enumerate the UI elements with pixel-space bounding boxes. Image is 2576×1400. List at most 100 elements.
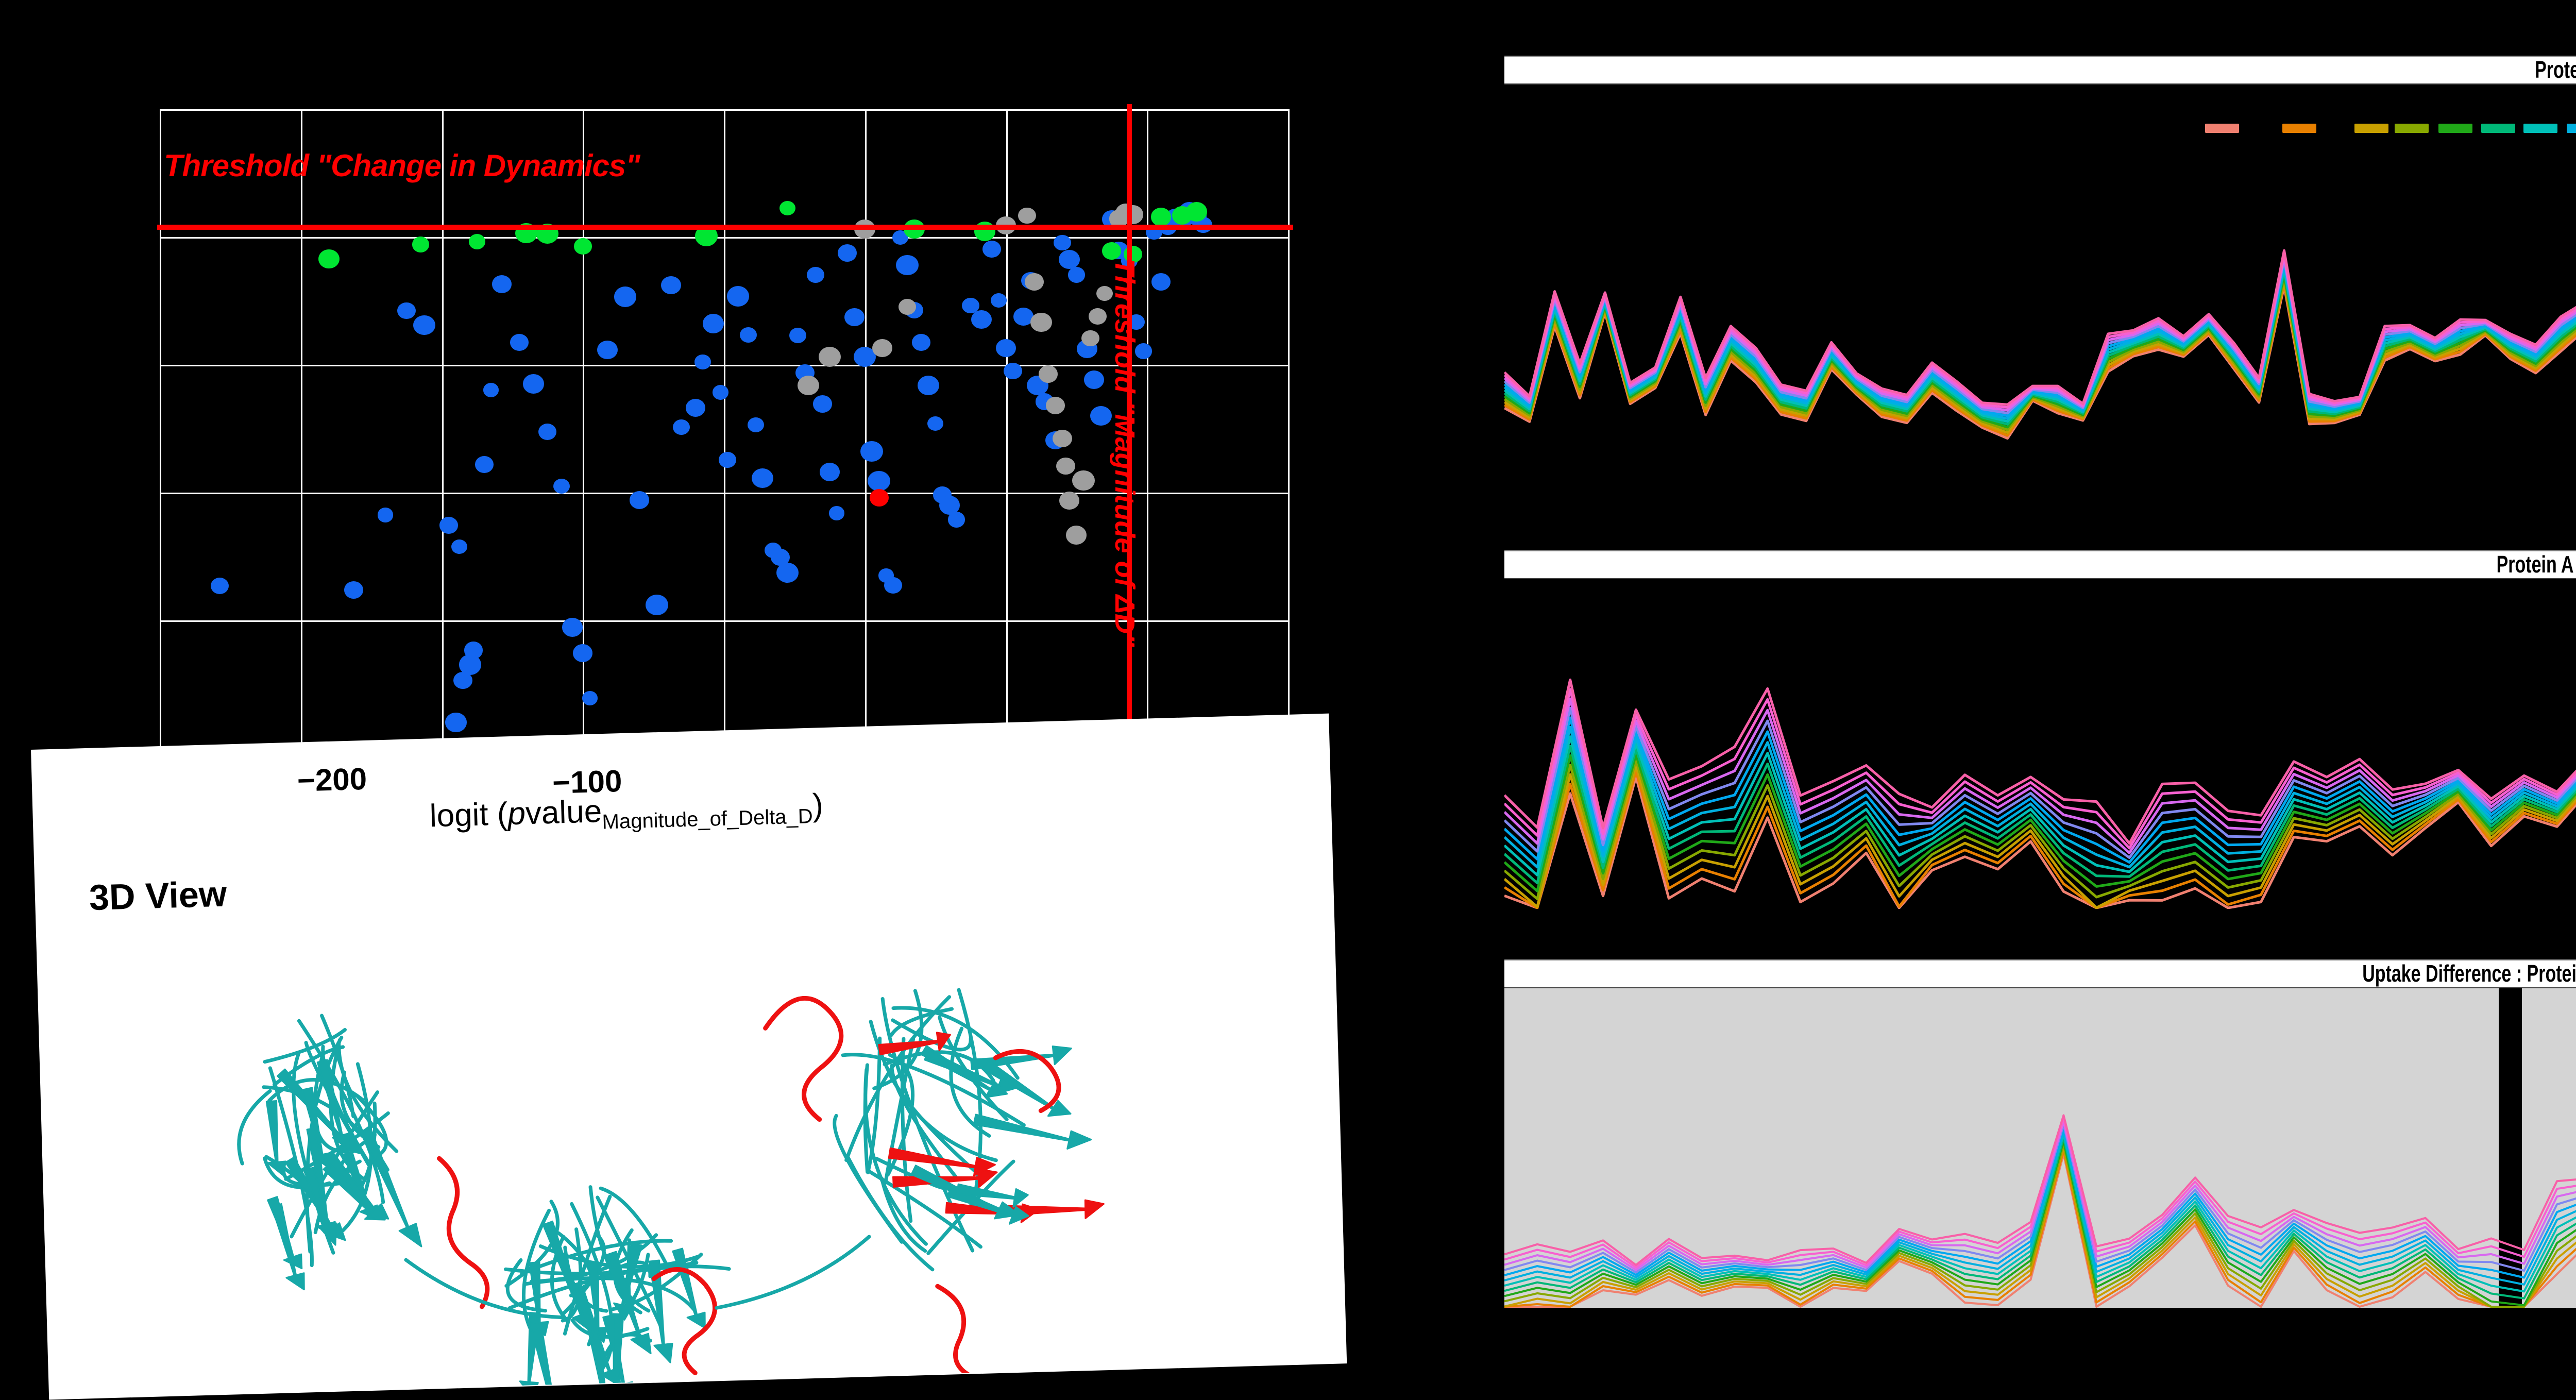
volcano-point-above-threshold-green[interactable] [412, 237, 430, 252]
volcano-point-above-threshold-green[interactable] [468, 234, 486, 249]
volcano-point-significant-blue[interactable] [377, 508, 394, 522]
volcano-point-above-threshold-green[interactable] [318, 249, 340, 268]
volcano-point-significant-blue[interactable] [694, 355, 711, 369]
volcano-point-non-significant-gray[interactable] [1059, 492, 1079, 510]
legend-swatch[interactable] [2481, 124, 2515, 133]
volcano-point-above-threshold-green[interactable] [573, 238, 592, 255]
volcano-point-significant-blue[interactable] [896, 255, 919, 276]
volcano-point-significant-blue[interactable] [995, 339, 1016, 358]
volcano-point-significant-blue[interactable] [927, 416, 944, 431]
volcano-point-non-significant-gray[interactable] [1122, 205, 1143, 224]
volcano-point-non-significant-gray[interactable] [1096, 285, 1113, 301]
legend-swatch[interactable] [2567, 124, 2576, 133]
volcano-point-significant-blue[interactable] [686, 399, 706, 417]
legend-swatch[interactable] [2205, 124, 2239, 133]
volcano-point-significant-blue[interactable] [868, 470, 890, 492]
volcano-point-significant-blue[interactable] [492, 275, 512, 293]
volcano-point-non-significant-gray[interactable] [898, 298, 916, 315]
volcano-point-significant-blue[interactable] [474, 456, 494, 473]
volcano-point-significant-blue[interactable] [747, 417, 764, 432]
volcano-point-significant-blue[interactable] [439, 517, 459, 534]
volcano-point-above-threshold-green[interactable] [1172, 206, 1193, 225]
volcano-point-significant-blue[interactable] [614, 286, 637, 308]
volcano-point-non-significant-gray[interactable] [872, 339, 893, 358]
volcano-point-significant-blue[interactable] [344, 581, 363, 599]
three-d-view-card[interactable]: −200 −100 logit (pvalueMagnitude_of_Delt… [31, 713, 1347, 1400]
volcano-plot-area[interactable]: Threshold "Change in Dynamics" Threshold… [157, 104, 1293, 753]
legend-swatch[interactable] [2394, 124, 2429, 133]
volcano-point-significant-blue[interactable] [1067, 267, 1086, 283]
volcano-point-significant-blue[interactable] [453, 671, 472, 689]
volcano-point-significant-blue[interactable] [1134, 343, 1153, 359]
volcano-point-significant-blue[interactable] [445, 712, 467, 732]
volcano-point-significant-blue[interactable] [459, 654, 481, 675]
volcano-point-non-significant-gray[interactable] [798, 376, 820, 396]
volcano-point-significant-blue[interactable] [646, 594, 668, 615]
volcano-point-non-significant-gray[interactable] [1045, 397, 1065, 415]
volcano-point-significant-blue[interactable] [726, 286, 750, 307]
panel-uptake-difference[interactable]: Uptake Difference : Protein A - (Protein… [1494, 959, 2576, 1320]
volcano-point-significant-blue[interactable] [991, 293, 1007, 308]
volcano-point-significant-blue[interactable] [860, 441, 884, 462]
volcano-point-significant-blue[interactable] [854, 346, 876, 367]
volcano-point-significant-blue[interactable] [837, 244, 857, 262]
volcano-point-significant-blue[interactable] [397, 302, 416, 319]
volcano-point-significant-blue[interactable] [752, 468, 774, 488]
panel-protein-a-ligand-plot[interactable] [1504, 579, 2576, 909]
volcano-point-significant-blue[interactable] [939, 496, 960, 515]
volcano-point-significant-blue[interactable] [712, 385, 728, 400]
volcano-point-significant-blue[interactable] [597, 340, 618, 360]
volcano-point-non-significant-gray[interactable] [1081, 330, 1100, 347]
volcano-point-significant-blue[interactable] [483, 383, 499, 397]
volcano-point-significant-blue[interactable] [661, 276, 681, 295]
volcano-point-significant-blue[interactable] [844, 308, 865, 326]
volcano-point-significant-blue[interactable] [582, 691, 598, 705]
volcano-point-non-significant-gray[interactable] [818, 346, 841, 367]
volcano-point-significant-blue[interactable] [828, 506, 845, 520]
volcano-point-significant-blue[interactable] [573, 644, 593, 662]
panel-protein-a-ligand[interactable]: Protein A + Ligand [1494, 550, 2576, 911]
volcano-point-significant-blue[interactable] [1004, 363, 1022, 380]
volcano-point-non-significant-gray[interactable] [1018, 207, 1036, 224]
volcano-point-significant-blue[interactable] [673, 419, 690, 435]
volcano-point-non-significant-gray[interactable] [1024, 273, 1044, 291]
legend-swatch[interactable] [2523, 124, 2557, 133]
volcano-point-significant-blue[interactable] [807, 267, 824, 283]
volcano-point-significant-blue[interactable] [971, 310, 992, 329]
volcano-point-significant-blue[interactable] [982, 241, 1002, 258]
volcano-point-non-significant-gray[interactable] [1030, 312, 1052, 332]
volcano-point-significant-blue[interactable] [740, 327, 757, 343]
volcano-point-outlier-red[interactable] [869, 489, 889, 507]
panel-uptake-difference-plot[interactable] [1504, 988, 2576, 1308]
volcano-point-significant-blue[interactable] [451, 539, 468, 554]
volcano-point-significant-blue[interactable] [1054, 235, 1071, 251]
volcano-point-significant-blue[interactable] [948, 512, 965, 528]
volcano-point-non-significant-gray[interactable] [1088, 308, 1107, 325]
volcano-point-significant-blue[interactable] [522, 374, 545, 394]
panel-protein-a[interactable]: Protein A [1494, 56, 2576, 447]
volcano-point-significant-blue[interactable] [819, 462, 840, 481]
volcano-point-significant-blue[interactable] [510, 333, 529, 351]
volcano-point-significant-blue[interactable] [917, 376, 939, 396]
volcano-point-non-significant-gray[interactable] [1072, 470, 1095, 491]
volcano-point-significant-blue[interactable] [1090, 406, 1112, 426]
volcano-point-significant-blue[interactable] [210, 577, 229, 594]
volcano-point-significant-blue[interactable] [1013, 307, 1033, 326]
panel-protein-a-plot[interactable] [1504, 85, 2576, 445]
volcano-point-non-significant-gray[interactable] [1039, 365, 1058, 383]
volcano-point-non-significant-gray[interactable] [1056, 457, 1076, 475]
volcano-point-above-threshold-green[interactable] [1102, 242, 1122, 260]
legend-swatch[interactable] [2438, 124, 2472, 133]
volcano-point-significant-blue[interactable] [1083, 370, 1105, 389]
volcano-point-significant-blue[interactable] [776, 562, 799, 583]
volcano-point-non-significant-gray[interactable] [1066, 526, 1087, 545]
volcano-point-significant-blue[interactable] [553, 479, 570, 494]
volcano-point-significant-blue[interactable] [789, 327, 807, 344]
peptide-color-legend[interactable] [1494, 124, 2576, 139]
volcano-point-significant-blue[interactable] [813, 395, 832, 413]
volcano-point-significant-blue[interactable] [562, 618, 583, 637]
volcano-point-non-significant-gray[interactable] [1052, 429, 1073, 448]
volcano-point-significant-blue[interactable] [1151, 273, 1171, 291]
legend-swatch[interactable] [2282, 124, 2316, 133]
volcano-point-above-threshold-green[interactable] [1124, 246, 1142, 263]
